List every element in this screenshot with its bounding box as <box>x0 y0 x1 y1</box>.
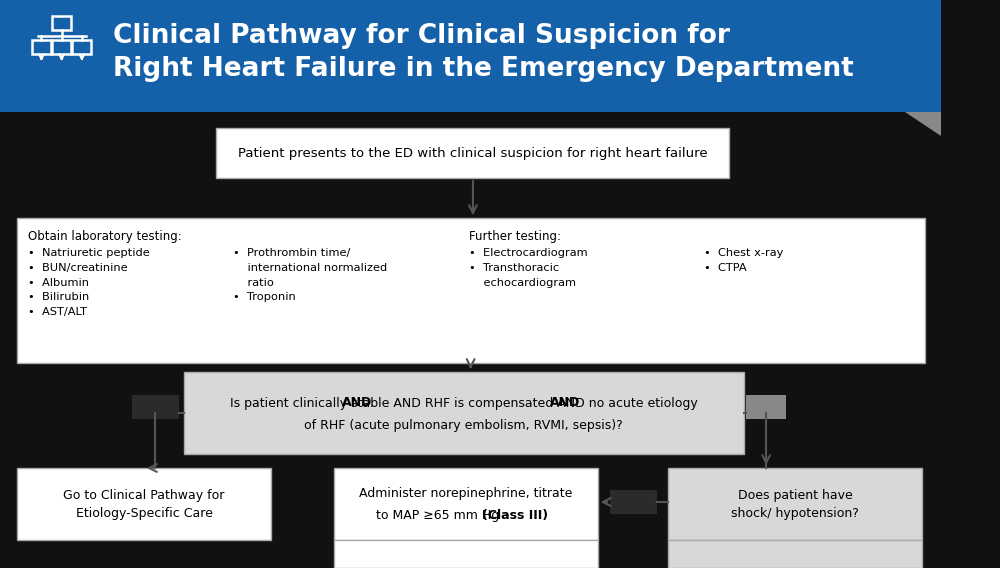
Text: (Class III): (Class III) <box>482 509 548 523</box>
Bar <box>17 468 271 540</box>
Text: •  Natriuretic peptide
•  BUN/creatinine
•  Albumin
•  Bilirubin
•  AST/ALT: • Natriuretic peptide • BUN/creatinine •… <box>28 248 150 317</box>
Bar <box>610 490 657 514</box>
Text: Patient presents to the ED with clinical suspicion for right heart failure: Patient presents to the ED with clinical… <box>238 147 708 160</box>
Text: •  Electrocardiogram
•  Transthoracic
    echocardiogram: • Electrocardiogram • Transthoracic echo… <box>469 248 587 287</box>
Text: AND: AND <box>342 396 372 410</box>
Bar <box>52 16 71 30</box>
Bar <box>32 40 51 54</box>
Text: Administer norepinephrine, titrate: Administer norepinephrine, titrate <box>359 487 573 500</box>
Bar <box>17 218 925 363</box>
Bar <box>668 540 922 568</box>
Text: Clinical Pathway for Clinical Suspicion for
Right Heart Failure in the Emergency: Clinical Pathway for Clinical Suspicion … <box>113 23 854 81</box>
Text: Obtain laboratory testing:: Obtain laboratory testing: <box>28 230 182 243</box>
Text: to MAP ≥65 mm Hg: to MAP ≥65 mm Hg <box>376 509 503 523</box>
Bar <box>72 40 91 54</box>
Text: Go to Clinical Pathway for
Etiology-Specific Care: Go to Clinical Pathway for Etiology-Spec… <box>63 488 225 520</box>
Text: Further testing:: Further testing: <box>469 230 561 243</box>
Bar <box>132 395 179 419</box>
Text: NO: NO <box>756 400 776 414</box>
Bar <box>334 540 598 568</box>
Polygon shape <box>905 112 941 136</box>
Bar <box>184 372 744 454</box>
Text: YES: YES <box>143 400 168 414</box>
Bar <box>668 468 922 540</box>
Bar <box>0 0 941 112</box>
Bar <box>746 395 786 419</box>
Text: •  Chest x-ray
•  CTPA: • Chest x-ray • CTPA <box>704 248 783 273</box>
Text: Does patient have
shock/ hypotension?: Does patient have shock/ hypotension? <box>731 488 859 520</box>
Text: AND: AND <box>550 396 580 410</box>
Bar <box>52 40 71 54</box>
Bar <box>0 112 941 568</box>
Text: YES: YES <box>621 495 646 508</box>
Bar <box>216 128 729 178</box>
Text: •  Prothrombin time/
    international normalized
    ratio
•  Troponin: • Prothrombin time/ international normal… <box>233 248 388 302</box>
Text: of RHF (acute pulmonary embolism, RVMI, sepsis)?: of RHF (acute pulmonary embolism, RVMI, … <box>304 419 623 432</box>
Bar <box>334 468 598 540</box>
Text: Is patient clinically stable AND RHF is compensated AND no acute etiology: Is patient clinically stable AND RHF is … <box>230 396 697 410</box>
